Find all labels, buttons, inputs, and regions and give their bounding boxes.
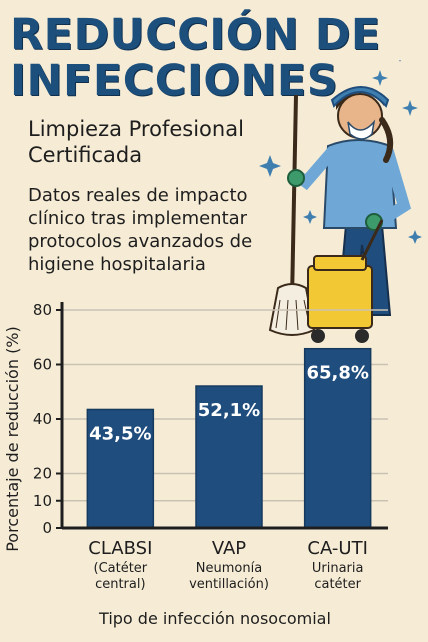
- y-axis-ticks: 0 10 20 40 60 80: [33, 301, 62, 537]
- subtitle: Limpieza Profesional Certificada: [28, 117, 244, 167]
- y-tick-label: 60: [33, 356, 52, 374]
- bar-value-label: 65,8%: [306, 363, 368, 384]
- page-title: REDUCCIÓN DE INFECCIONES: [10, 10, 381, 106]
- y-tick-label: 20: [33, 465, 52, 483]
- category-sublabel: central): [95, 577, 145, 592]
- bar-value-label: 43,5%: [89, 423, 151, 444]
- category-label: CLABSI: [88, 538, 152, 559]
- bar: [195, 385, 263, 529]
- y-tick-label: 0: [42, 519, 52, 537]
- y-tick-label: 80: [33, 301, 52, 319]
- category-sublabel: ventillación): [189, 577, 269, 592]
- chart-bars: 43,5% 52,1% 65,8%: [86, 347, 372, 529]
- cleaning-staff-with-mop-and-bucket-icon: [259, 60, 422, 343]
- bar: [303, 347, 372, 529]
- category-label: CA-UTI: [307, 538, 367, 559]
- category-sublabel: Neumonía: [196, 561, 262, 576]
- x-axis-title: Tipo de infección nosocomial: [98, 609, 331, 628]
- y-tick-label: 40: [33, 410, 52, 428]
- category-sublabel: Urinaria: [312, 561, 364, 576]
- bar: [86, 408, 155, 529]
- category-sublabel: (Catéter: [94, 561, 148, 576]
- y-tick-label: 10: [33, 492, 52, 510]
- category-label: VAP: [212, 538, 246, 559]
- category-sublabel: catéter: [314, 577, 361, 592]
- bar-chart: 43,5% 52,1% 65,8% 0 10 20 40 60 80 CLABSI (Catét…: [3, 301, 388, 628]
- y-axis-title: Porcentaje de reducción (%): [3, 326, 22, 552]
- bar-value-label: 52,1%: [198, 400, 260, 421]
- description: Datos reales de impacto clínico tras imp…: [28, 185, 253, 275]
